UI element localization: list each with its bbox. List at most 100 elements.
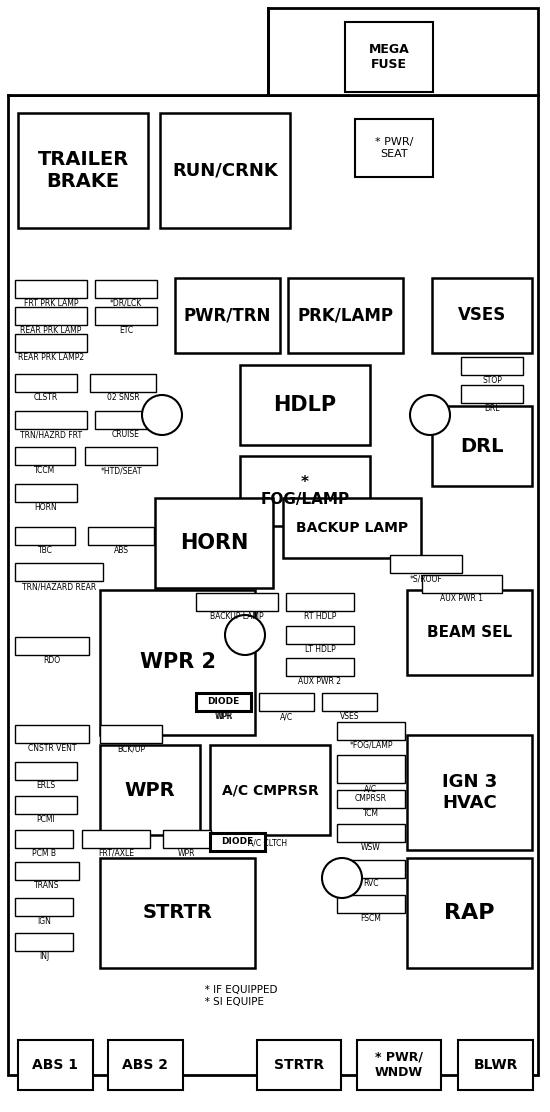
Circle shape (410, 395, 450, 435)
Text: HORN: HORN (180, 533, 248, 553)
Bar (15, 307, 87, 325)
Bar (322, 693, 377, 711)
Bar (407, 590, 532, 675)
Text: DRL: DRL (484, 404, 500, 413)
Circle shape (225, 615, 265, 655)
Text: * PWR/
SEAT: * PWR/ SEAT (375, 137, 413, 159)
Text: HDLP: HDLP (273, 395, 337, 415)
Bar (15, 637, 89, 655)
Bar (163, 830, 211, 848)
Text: * IF EQUIPPED
   * SI EQUIPE: * IF EQUIPPED * SI EQUIPE (195, 985, 278, 1006)
Bar (283, 498, 421, 558)
Text: BCK/UP: BCK/UP (117, 744, 145, 753)
Text: REAR PRK LAMP2: REAR PRK LAMP2 (18, 353, 84, 363)
Bar (268, 8, 538, 95)
Bar (407, 735, 532, 850)
Text: BACKUP LAMP: BACKUP LAMP (210, 612, 264, 620)
Text: A/C
CMPRSR: A/C CMPRSR (355, 784, 387, 803)
Bar (15, 862, 79, 880)
Text: HORN: HORN (35, 503, 57, 512)
Text: WPR: WPR (215, 712, 233, 721)
Bar (15, 563, 103, 580)
Text: AUX PWR 2: AUX PWR 2 (299, 677, 342, 686)
Text: VSES: VSES (458, 307, 506, 325)
Bar (288, 278, 403, 353)
Text: RAP: RAP (444, 903, 495, 923)
Text: FRT/AXLE: FRT/AXLE (98, 848, 134, 858)
Bar (88, 527, 154, 545)
Text: * PWR/
WNDW: * PWR/ WNDW (375, 1051, 423, 1079)
Bar (337, 824, 405, 842)
Text: ETC: ETC (119, 326, 133, 335)
Bar (337, 722, 405, 739)
Bar (432, 278, 532, 353)
Bar (259, 693, 314, 711)
Bar (337, 895, 405, 913)
Text: LT HDLP: LT HDLP (305, 645, 336, 654)
Text: A/C: A/C (280, 712, 293, 721)
Text: TCM: TCM (363, 810, 379, 818)
Text: A/C CLTCH: A/C CLTCH (249, 838, 288, 847)
Bar (355, 119, 433, 177)
Bar (108, 1040, 183, 1090)
Text: INJ: INJ (39, 952, 49, 961)
Text: CNSTR VENT: CNSTR VENT (28, 744, 76, 753)
Text: STRTR: STRTR (274, 1058, 324, 1072)
Bar (95, 411, 157, 429)
Bar (100, 745, 200, 835)
Text: BEAM SEL: BEAM SEL (427, 625, 512, 641)
Bar (175, 278, 280, 353)
Text: 02 SNSR: 02 SNSR (107, 393, 139, 403)
Text: *FOG/LAMP: *FOG/LAMP (349, 741, 393, 749)
Bar (15, 762, 77, 780)
Text: IGN: IGN (37, 917, 51, 926)
Text: RVC: RVC (363, 878, 379, 888)
Text: DIODE: DIODE (221, 837, 254, 846)
Bar (155, 498, 273, 588)
Bar (15, 334, 87, 353)
Bar (18, 1040, 93, 1090)
Bar (15, 447, 75, 465)
Bar (15, 527, 75, 545)
Text: *HTD/SEAT: *HTD/SEAT (100, 466, 142, 475)
Bar (422, 575, 502, 593)
Text: *
FOG/LAMP: * FOG/LAMP (261, 475, 350, 507)
Text: RUN/CRNK: RUN/CRNK (172, 161, 278, 179)
Text: VSES: VSES (340, 712, 359, 721)
Text: AUX PWR 1: AUX PWR 1 (441, 594, 483, 603)
Text: DIODE: DIODE (207, 697, 240, 706)
Bar (407, 858, 532, 969)
Bar (458, 1040, 533, 1090)
Text: WPR: WPR (178, 848, 196, 858)
Text: CLSTR: CLSTR (34, 393, 58, 403)
Bar (15, 898, 73, 916)
Bar (337, 755, 405, 783)
Bar (15, 280, 87, 298)
Text: PCM B: PCM B (32, 848, 56, 858)
Text: STRTR: STRTR (142, 903, 212, 923)
Text: TRN/HAZARD REAR: TRN/HAZARD REAR (22, 582, 96, 590)
Bar (337, 860, 405, 878)
Bar (196, 693, 251, 711)
Bar (18, 113, 148, 228)
Text: WPR: WPR (125, 781, 175, 800)
Bar (100, 725, 162, 743)
Bar (286, 626, 354, 644)
Text: TRN/HAZRD FRT: TRN/HAZRD FRT (20, 430, 82, 439)
Text: ABS 2: ABS 2 (123, 1058, 168, 1072)
Bar (15, 796, 77, 814)
Bar (286, 593, 354, 610)
Text: CRUISE: CRUISE (112, 430, 140, 439)
Bar (461, 385, 523, 403)
Text: IGN 3
HVAC: IGN 3 HVAC (442, 773, 497, 812)
Bar (196, 693, 251, 711)
Text: DRL: DRL (460, 437, 504, 456)
Circle shape (322, 858, 362, 898)
Bar (257, 1040, 341, 1090)
Bar (15, 484, 77, 502)
Bar (95, 280, 157, 298)
Bar (95, 307, 157, 325)
Circle shape (142, 395, 182, 435)
Bar (461, 357, 523, 375)
Text: RT HDLP: RT HDLP (304, 612, 336, 620)
